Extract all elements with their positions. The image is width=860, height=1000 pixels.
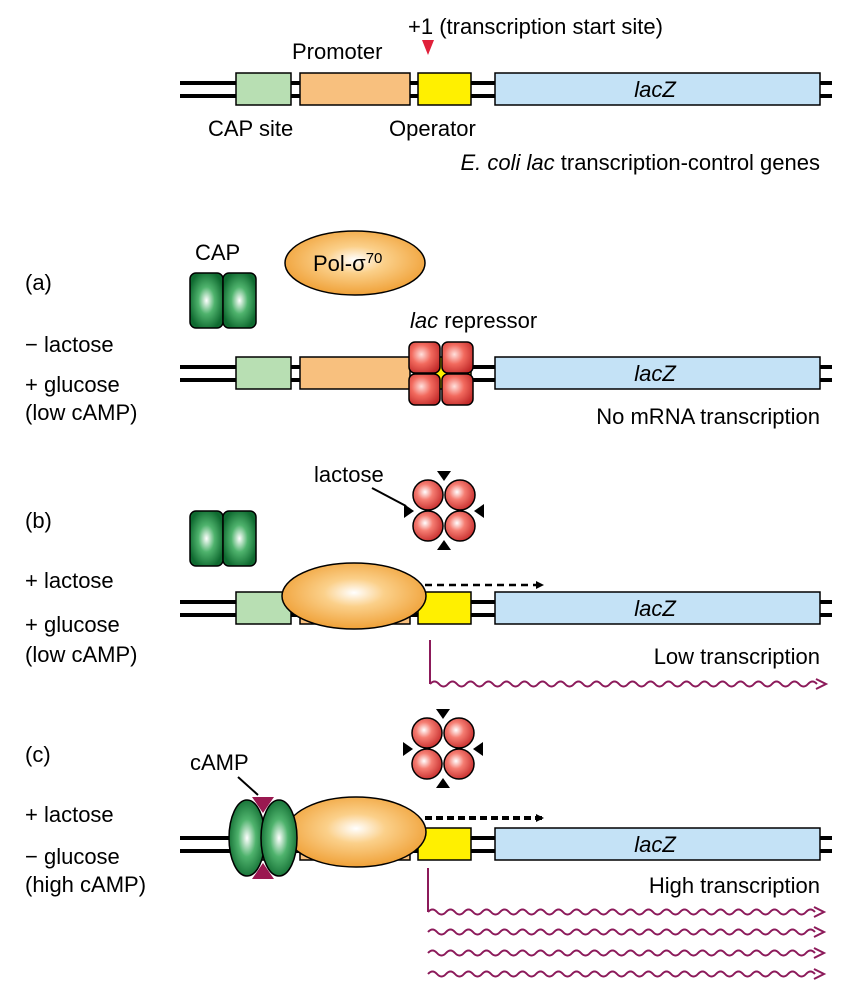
operator-label: Operator: [389, 116, 476, 141]
rna-polymerase-icon: [284, 230, 426, 296]
panel-a-outcome: No mRNA transcription: [596, 404, 820, 429]
figure-title: E. coli lac transcription-control genes: [460, 150, 820, 175]
promoter-box: [299, 356, 411, 390]
panel-c-tag: (c): [25, 742, 51, 767]
mrna-transcript: [427, 968, 827, 980]
cap-site-label: CAP site: [208, 116, 293, 141]
panel-a: (a) − lactose + glucose (low cAMP) CAP P…: [25, 230, 832, 429]
camp-label: cAMP: [190, 750, 249, 775]
panel-b-tag: (b): [25, 508, 52, 533]
camp-icon: [252, 797, 274, 813]
lacz-label: lacZ: [634, 832, 677, 857]
lactose-repressor-complex-icon: [403, 709, 483, 788]
panel-c-condition-3: (high cAMP): [25, 872, 146, 897]
rna-polymerase-icon: [281, 562, 427, 630]
panel-b-condition-2: + glucose: [25, 612, 120, 637]
lac-repressor-icon: [408, 341, 474, 406]
panel-c-condition-2: − glucose: [25, 844, 120, 869]
panel-c: (c) + lactose − glucose (high cAMP) cAMP…: [25, 709, 832, 980]
lacz-box: [494, 72, 821, 106]
camp-icon: [252, 863, 274, 879]
panel-c-condition-1: + lactose: [25, 802, 114, 827]
lacz-box: [494, 591, 821, 625]
polymerase-label: Pol-σ70: [313, 250, 382, 276]
cap-protein-icon: [189, 510, 257, 567]
panel-a-tag: (a): [25, 270, 52, 295]
lacz-label: lacZ: [634, 596, 677, 621]
panel-b: (b) + lactose + glucose (low cAMP) lacto…: [25, 462, 832, 690]
cap-site-box: [235, 72, 292, 106]
mrna-transcript: [427, 906, 827, 918]
camp-pointer: [237, 776, 259, 796]
mrna-transcript: [427, 947, 827, 959]
start-site-label: +1 (transcription start site): [408, 14, 663, 39]
lactose-label: lactose: [314, 462, 384, 487]
lactose-pointer: [371, 487, 407, 507]
lactose-repressor-complex-icon: [404, 471, 484, 550]
repressor-label: lac repressor: [410, 308, 537, 333]
panel-a-condition-1: − lactose: [25, 332, 114, 357]
cap-label: CAP: [195, 240, 240, 265]
panel-b-outcome: Low transcription: [654, 644, 820, 669]
lacz-label: lacZ: [634, 77, 677, 102]
promoter-box: [299, 72, 411, 106]
lacz-label: lacZ: [634, 361, 677, 386]
promoter-label: Promoter: [292, 39, 382, 64]
mrna-transcript: [427, 926, 827, 938]
mrna-transcript: [429, 678, 829, 690]
top-gene-map: lacZ +1 (transcription start site) Promo…: [180, 14, 832, 175]
start-site-arrow-icon: [422, 40, 434, 55]
cap-camp-complex-icon: [228, 797, 298, 879]
panel-b-condition-3: (low cAMP): [25, 642, 137, 667]
panel-a-condition-2: + glucose: [25, 372, 120, 397]
lacz-box: [494, 356, 821, 390]
panel-b-condition-1: + lactose: [25, 568, 114, 593]
cap-site-box: [235, 356, 292, 390]
cap-protein-icon: [189, 272, 257, 329]
operator-box: [417, 72, 472, 106]
panel-a-condition-3: (low cAMP): [25, 400, 137, 425]
lacz-box: [494, 827, 821, 861]
rna-polymerase-icon: [285, 796, 427, 868]
panel-c-outcome: High transcription: [649, 873, 820, 898]
